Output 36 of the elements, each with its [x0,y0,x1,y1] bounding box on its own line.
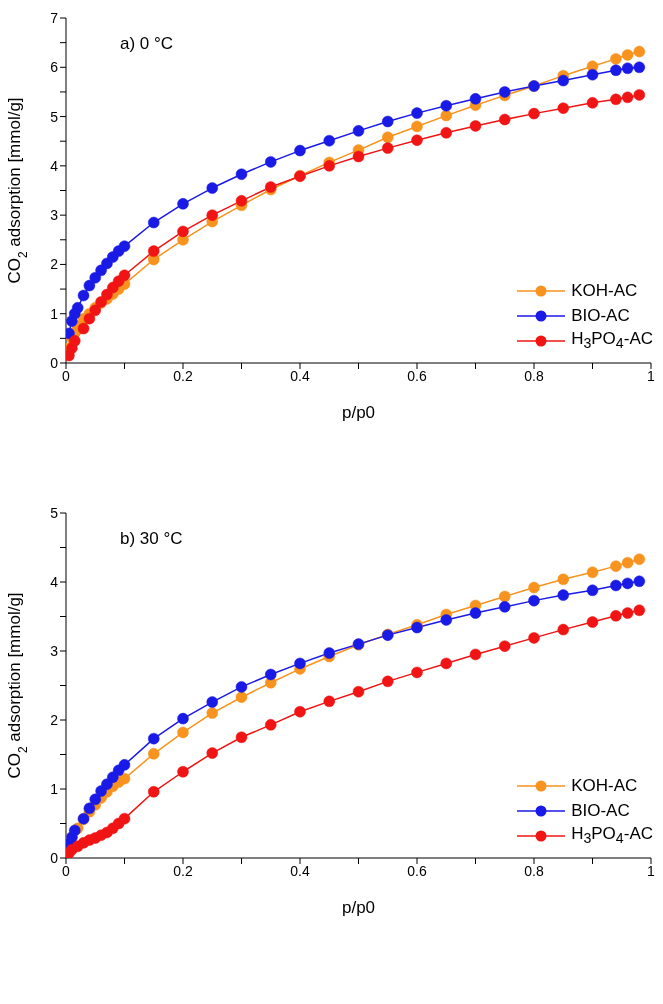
y-tick-label: 7 [50,9,59,26]
x-tick-label: 0.8 [524,862,544,879]
annotation: b) 30 °C [120,529,183,549]
x-tick-label: 0.2 [173,367,193,384]
y-tick-label: 1 [50,780,59,797]
y-tick-label: 0 [50,354,59,371]
x-tick-label: 0.8 [524,367,544,384]
y-tick-label: 6 [50,59,59,76]
legend-label: H$_{3}$PO$_{4}$-AC [571,824,653,847]
x-tick-label: 0.4 [290,862,310,879]
y-tick-label: 4 [50,157,59,174]
y-tick-label: 3 [50,207,59,224]
y-tick-label: 0 [50,849,59,866]
y-tick-label: 4 [50,573,59,590]
y-tick-label: 3 [50,642,59,659]
x-tick-label: 1 [647,367,656,384]
y-tick-label: 2 [50,711,59,728]
legend-label: BIO-AC [571,800,630,821]
y-tick-label: 5 [50,108,59,125]
y-tick-label: 1 [50,305,59,322]
x-axis-title: p/p0 [341,403,376,422]
annotation: a) 0 °C [120,34,174,54]
y-tick-label: 5 [50,504,59,521]
x-tick-label: 0.6 [407,862,427,879]
legend-label: KOH-AC [571,280,638,301]
x-tick-label: 1 [647,862,656,879]
x-tick-label: 0 [62,367,71,384]
x-axis-title: p/p0 [341,898,376,917]
x-tick-label: 0.6 [407,367,427,384]
x-tick-label: 0 [62,862,71,879]
legend-label: BIO-AC [571,305,630,326]
legend-label: KOH-AC [571,775,638,796]
y-tick-label: 2 [50,256,59,273]
x-tick-label: 0.4 [290,367,310,384]
legend-label: H$_{3}$PO$_{4}$-AC [571,329,653,352]
x-tick-label: 0.2 [173,862,193,879]
